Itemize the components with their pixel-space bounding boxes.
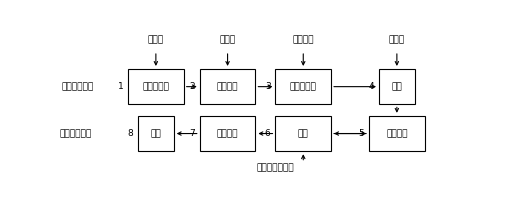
FancyBboxPatch shape (128, 69, 184, 104)
FancyBboxPatch shape (276, 69, 331, 104)
Text: 酸洗: 酸洗 (392, 82, 402, 91)
FancyBboxPatch shape (138, 116, 174, 151)
Text: 鼓风干燥: 鼓风干燥 (217, 129, 238, 138)
Text: 8: 8 (127, 129, 133, 138)
Text: 超声清洗: 超声清洗 (217, 82, 238, 91)
Text: 加压水喙淋: 加压水喙淋 (290, 82, 317, 91)
Text: 1: 1 (118, 82, 123, 91)
Text: 再生催化剂－: 再生催化剂－ (59, 129, 91, 138)
Text: 5: 5 (358, 129, 364, 138)
FancyBboxPatch shape (379, 69, 415, 104)
Text: 酸洗: 酸洗 (151, 129, 161, 138)
FancyBboxPatch shape (276, 116, 331, 151)
FancyBboxPatch shape (199, 69, 255, 104)
Text: 鼓风干燥: 鼓风干燥 (386, 129, 408, 138)
Text: 去离子水: 去离子水 (292, 36, 314, 45)
Text: 2: 2 (189, 82, 195, 91)
Text: 4: 4 (369, 82, 374, 91)
Text: 沙滤水: 沙滤水 (148, 36, 164, 45)
Text: 6: 6 (265, 129, 270, 138)
Text: 3: 3 (265, 82, 270, 91)
Text: 7: 7 (189, 129, 195, 138)
Text: 清洗液: 清洗液 (219, 36, 235, 45)
Text: 加压水喙淋: 加压水喙淋 (142, 82, 169, 91)
FancyBboxPatch shape (199, 116, 255, 151)
Text: 活性物质补充液: 活性物质补充液 (256, 163, 294, 172)
Text: 废活催化剂－: 废活催化剂－ (62, 82, 94, 91)
Text: 酸洗液: 酸洗液 (389, 36, 405, 45)
FancyBboxPatch shape (369, 116, 425, 151)
Text: 浸渍: 浸渍 (298, 129, 308, 138)
